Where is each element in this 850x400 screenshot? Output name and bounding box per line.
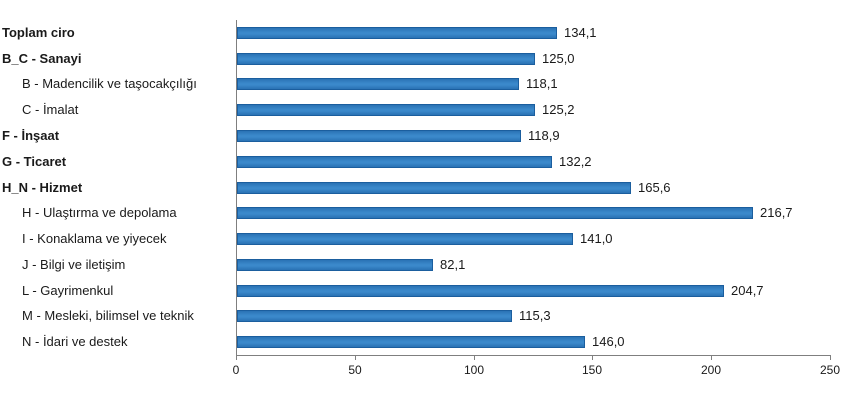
value-label: 125,2 <box>542 102 575 118</box>
category-label: M - Mesleki, bilimsel ve teknik <box>22 308 194 324</box>
y-axis-line <box>236 20 237 355</box>
value-label: 165,6 <box>638 179 671 195</box>
category-label: Toplam ciro <box>2 24 75 40</box>
value-label: 82,1 <box>440 256 466 272</box>
x-axis-line <box>236 355 831 356</box>
bar <box>237 182 631 194</box>
bar <box>237 53 535 65</box>
value-label: 125,0 <box>542 50 575 66</box>
x-axis-tick <box>711 356 712 360</box>
x-axis-tick <box>355 356 356 360</box>
bar <box>237 259 433 271</box>
category-label: J - Bilgi ve iletişim <box>22 256 126 272</box>
bar <box>237 336 585 348</box>
x-axis-tick-label: 0 <box>232 363 240 377</box>
x-axis-tick-label: 250 <box>819 363 841 377</box>
bar <box>237 130 521 142</box>
category-label: H_N - Hizmet <box>2 179 83 195</box>
category-label: I - Konaklama ve yiyecek <box>22 231 167 247</box>
value-label: 134,1 <box>564 24 597 40</box>
category-label: G - Ticaret <box>2 153 67 169</box>
x-axis-tick <box>236 356 237 360</box>
x-axis-tick <box>474 356 475 360</box>
value-label: 216,7 <box>760 205 793 221</box>
category-label: H - Ulaştırma ve depolama <box>22 205 177 221</box>
value-label: 146,0 <box>592 334 625 350</box>
value-label: 118,9 <box>528 127 560 143</box>
category-label: C - İmalat <box>22 102 79 118</box>
x-axis-tick <box>592 356 593 360</box>
value-label: 118,1 <box>526 76 558 92</box>
value-label: 204,7 <box>731 282 764 298</box>
x-axis-tick-label: 100 <box>463 363 485 377</box>
category-label: F - İnşaat <box>2 127 60 143</box>
x-axis-tick-label: 150 <box>581 363 603 377</box>
bar <box>237 27 557 39</box>
x-axis-tick <box>830 356 831 360</box>
value-label: 115,3 <box>519 308 551 324</box>
category-label: L - Gayrimenkul <box>22 282 114 298</box>
category-label: B - Madencilik ve taşocakçılığı <box>22 76 197 92</box>
bar <box>237 156 552 168</box>
category-label: B_C - Sanayi <box>2 50 82 66</box>
bar <box>237 233 573 245</box>
value-label: 132,2 <box>559 153 592 169</box>
bar <box>237 285 724 297</box>
value-label: 141,0 <box>580 231 613 247</box>
x-axis-tick-label: 50 <box>348 363 362 377</box>
bar <box>237 78 519 90</box>
x-axis-tick-label: 200 <box>700 363 722 377</box>
bar <box>237 104 535 116</box>
bar <box>237 310 512 322</box>
bar <box>237 207 753 219</box>
category-label: N - İdari ve destek <box>22 334 128 350</box>
